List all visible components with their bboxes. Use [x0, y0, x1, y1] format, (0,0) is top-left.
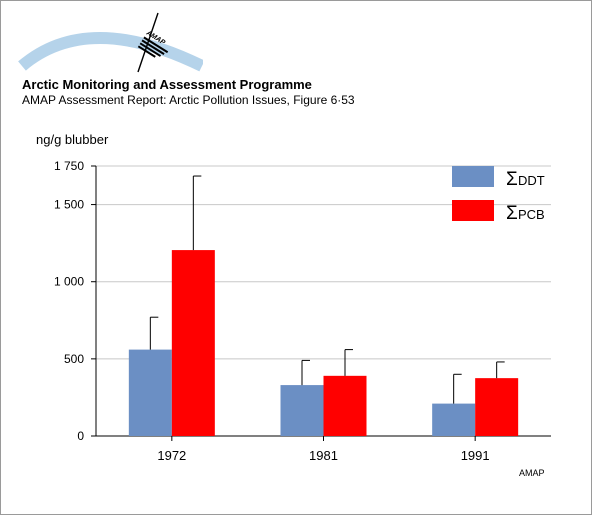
legend-sigma: Σ [506, 169, 518, 190]
x-tick-label: 1972 [157, 448, 186, 463]
source-credit: AMAP [519, 468, 545, 478]
bar-ddt-1972 [128, 349, 172, 436]
bar-ddt-1981 [280, 385, 324, 436]
legend-label: DDT [518, 173, 545, 188]
bar-pcb-1981 [323, 375, 367, 436]
y-tick-label: 1 500 [54, 198, 84, 212]
y-tick-label: 500 [64, 352, 84, 366]
y-tick-label: 0 [77, 429, 84, 443]
legend-label: PCB [518, 207, 545, 222]
bar-pcb-1972 [171, 250, 215, 436]
logo-slash [137, 12, 159, 73]
figure-title: Arctic Monitoring and Assessment Program… [22, 77, 312, 92]
logo-lines [143, 36, 169, 54]
logo-lines [139, 42, 162, 57]
y-tick-label: 1 000 [54, 275, 84, 289]
bar-pcb-1991 [475, 378, 519, 436]
logo-lines [137, 45, 156, 58]
logo-lines [141, 39, 165, 55]
amap-logo: AMAP [18, 12, 203, 73]
bar-ddt-1991 [432, 403, 476, 436]
x-tick-label: 1991 [461, 448, 490, 463]
y-axis-label: ng/g blubber [36, 132, 109, 147]
x-tick-label: 1981 [309, 448, 338, 463]
y-tick-label: 1 750 [54, 159, 84, 173]
legend-swatch-ddt [452, 166, 494, 187]
legend-sigma: Σ [506, 203, 518, 224]
logo-arc [18, 32, 203, 72]
legend-swatch-pcb [452, 200, 494, 221]
figure-subtitle: AMAP Assessment Report: Arctic Pollution… [22, 93, 355, 107]
